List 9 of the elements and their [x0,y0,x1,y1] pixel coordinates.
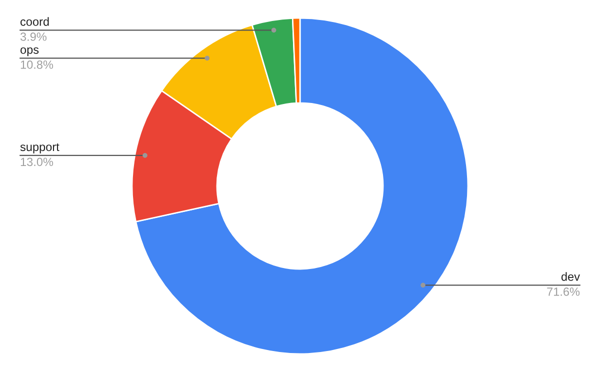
slice-label: dev [561,272,580,281]
slice-label: support [20,143,60,154]
slice-label: coord [20,17,49,26]
data-label: 13.0% [20,158,54,166]
data-label: 10.8% [20,60,54,69]
donut-slice [135,17,469,355]
data-label: 3.9% [20,32,46,41]
slice-label: ops [20,47,39,56]
data-label: 71.6% [547,287,580,296]
